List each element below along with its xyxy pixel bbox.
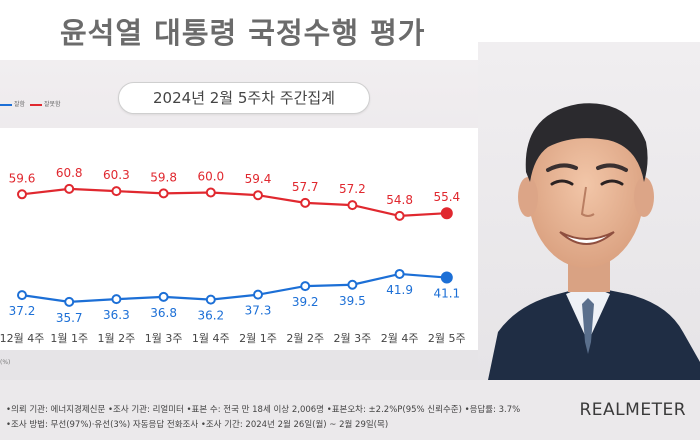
disapprove-point-5 (205, 187, 216, 198)
disapprove-data-label-3: 60.3 (103, 168, 130, 182)
realmeter-logo: REALMETER (579, 400, 686, 420)
x-tick-label-9: 2월 4주 (381, 332, 419, 345)
x-tick-label-7: 2월 2주 (286, 332, 324, 345)
footer: •의뢰 기관: 에너지경제신문 •조사 기관: 리얼미터 •표본 수: 전국 만… (0, 380, 700, 440)
approve-data-label-9: 41.9 (386, 283, 413, 297)
disapprove-data-label-4: 59.8 (150, 170, 177, 184)
approve-point-4 (158, 291, 169, 302)
disapprove-data-label-7: 57.7 (292, 180, 319, 194)
unit-note: (%) (0, 359, 11, 366)
x-tick-label-3: 1월 2주 (98, 332, 136, 345)
disapprove-point-6 (253, 190, 263, 201)
legend-approve-swatch (0, 103, 12, 106)
x-tick-label-8: 2월 3주 (334, 332, 372, 345)
approve-point-2 (64, 296, 75, 307)
line-chart: 59.6 60.8 60.3 59.8 60.0 59.4 57.7 57.2 54.8 55.4… (0, 166, 466, 345)
approve-point-10 (440, 271, 453, 284)
disapprove-data-label-10: 55.4 (433, 190, 460, 204)
disapprove-point-8 (347, 200, 358, 211)
disapprove-data-label-1: 59.6 (9, 171, 36, 185)
approve-data-label-8: 39.5 (339, 294, 366, 308)
approve-point-7 (300, 281, 311, 292)
x-tick-label-1: 12월 4주 (0, 332, 44, 345)
president-photo (478, 42, 700, 380)
approve-data-label-4: 36.8 (150, 306, 177, 320)
survey-info-line-1: •의뢰 기관: 에너지경제신문 •조사 기관: 리얼미터 •표본 수: 전국 만… (6, 405, 521, 415)
approve-point-1 (17, 290, 27, 301)
header: 윤석열 대통령 국정수행 평가 (0, 0, 700, 60)
disapprove-data-label-6: 59.4 (245, 172, 272, 186)
x-tick-label-6: 2월 1주 (239, 332, 277, 345)
disapprove-point-10 (440, 207, 453, 220)
disapprove-point-7 (300, 197, 311, 208)
portrait-image (478, 42, 700, 380)
x-tick-label-2: 1월 1주 (50, 332, 88, 345)
approve-data-label-7: 39.2 (292, 295, 319, 309)
approve-data-label-5: 36.2 (197, 309, 224, 323)
approve-data-label-3: 36.3 (103, 308, 130, 322)
approve-data-label-1: 37.2 (9, 304, 36, 318)
approve-point-6 (253, 289, 263, 300)
approve-point-8 (347, 279, 358, 290)
approve-point-3 (111, 294, 122, 305)
disapprove-data-label-5: 60.0 (197, 170, 224, 184)
approve-data-label-6: 37.3 (245, 304, 272, 318)
approve-data-label-10: 41.1 (433, 287, 460, 301)
x-tick-label-10: 2월 5주 (428, 332, 466, 345)
disapprove-data-label-8: 57.2 (339, 182, 366, 196)
disapprove-point-1 (17, 189, 27, 200)
disapprove-data-label-2: 60.8 (56, 166, 83, 180)
subtitle-pill: 2024년 2월 5주차 주간집계 (118, 82, 370, 114)
x-tick-label-4: 1월 3주 (145, 332, 183, 345)
legend: 잘함 잘못함 (0, 99, 61, 108)
x-tick-label-5: 1월 4주 (192, 332, 230, 345)
disapprove-data-label-9: 54.8 (386, 193, 413, 207)
approve-point-9 (394, 268, 405, 279)
approve-series-line (21, 272, 447, 303)
disapprove-point-4 (158, 188, 169, 199)
legend-disapprove-label: 잘못함 (43, 101, 61, 108)
page-title: 윤석열 대통령 국정수행 평가 (60, 16, 426, 50)
approve-data-label-2: 35.7 (56, 311, 83, 325)
approve-point-5 (205, 294, 216, 305)
chart-card (0, 128, 555, 350)
disapprove-point-9 (394, 210, 405, 221)
disapprove-point-2 (64, 183, 75, 194)
disapprove-point-3 (111, 186, 122, 197)
legend-approve-label: 잘함 (14, 101, 26, 108)
survey-info-line-2: •조사 방법: 무선(97%)·유선(3%) 자동응답 전화조사 •조사 기간:… (6, 420, 389, 430)
disapprove-series-line (21, 187, 447, 218)
legend-disapprove-swatch (29, 103, 42, 106)
